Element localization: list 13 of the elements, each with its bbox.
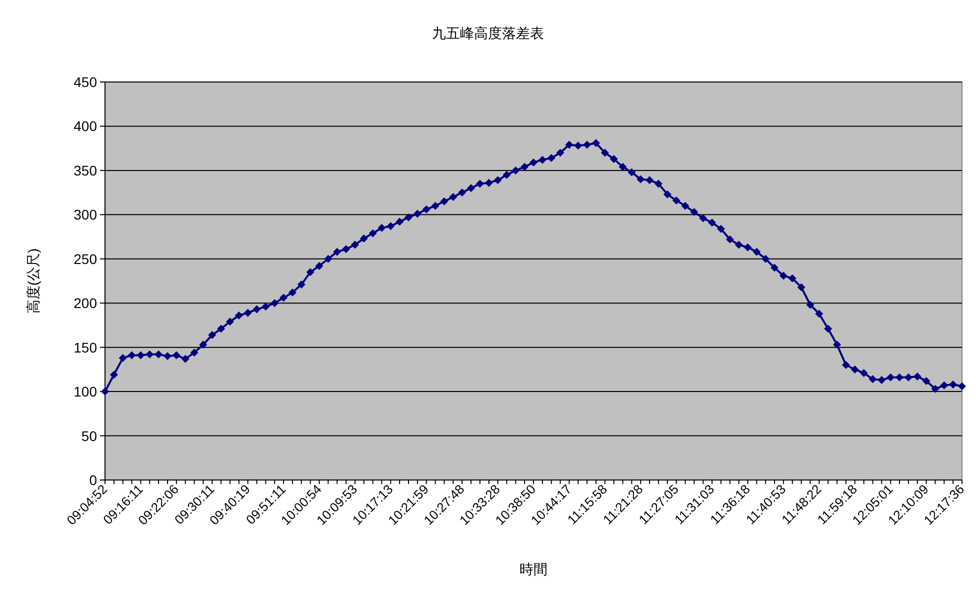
y-tick-label: 0 — [89, 472, 98, 488]
y-tick-label: 200 — [74, 295, 98, 312]
y-tick-label: 400 — [74, 118, 98, 134]
chart-title: 九五峰高度落差表 — [432, 25, 544, 41]
y-tick-label: 450 — [74, 74, 98, 90]
y-axis-title: 高度(公尺) — [25, 248, 41, 314]
y-tick-label: 50 — [81, 428, 98, 444]
y-tick-label: 300 — [74, 206, 98, 223]
y-tick-label: 350 — [74, 162, 98, 178]
x-axis-title: 時間 — [520, 561, 548, 577]
y-tick-label: 100 — [74, 384, 98, 400]
y-tick-label: 150 — [74, 339, 98, 356]
y-tick-label: 250 — [74, 250, 98, 267]
